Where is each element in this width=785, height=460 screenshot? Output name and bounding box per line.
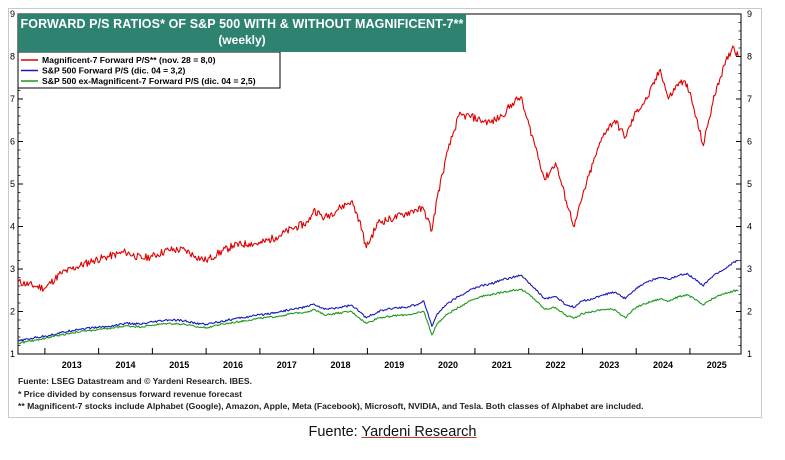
x-tick-label: 2022 (546, 360, 566, 370)
x-tick-label: 2024 (653, 360, 673, 370)
legend-label-3: S&P 500 ex-Magnificent-7 Forward P/S (di… (42, 76, 256, 86)
y-tick-label-left: 4 (10, 222, 15, 232)
legend-label-2: S&P 500 Forward P/S (dic. 04 = 3,2) (42, 66, 186, 76)
y-tick-label-left: 8 (10, 52, 15, 62)
chart-title-box: FORWARD P/S RATIOS* OF S&P 500 WITH & WI… (18, 14, 466, 52)
y-tick-label-left: 5 (10, 179, 15, 189)
note-source: Fuente: LSEG Datastream and © Yardeni Re… (18, 376, 252, 386)
x-tick-label: 2014 (115, 360, 135, 370)
y-tick-label-left: 3 (10, 264, 15, 274)
series-line-3 (18, 288, 739, 345)
chart-subtitle: (weekly) (218, 33, 266, 47)
note-definition: * Price divided by consensus forward rev… (18, 388, 242, 399)
x-tick-label: 2021 (492, 360, 512, 370)
series-line-1 (17, 45, 739, 292)
y-tick-label-left: 2 (10, 307, 15, 317)
y-tick-label-right: 7 (747, 94, 752, 104)
y-tick-label-left: 9 (10, 9, 15, 19)
x-tick-label: 2025 (707, 360, 727, 370)
legend-label-1: Magnificent-7 Forward P/S** (nov. 28 = 8… (42, 55, 216, 65)
x-tick-label: 2013 (62, 360, 82, 370)
series-line-2 (17, 259, 739, 342)
source-caption: Fuente: Yardeni Research (0, 424, 785, 440)
x-tick-label: 2020 (438, 360, 458, 370)
x-tick-label: 2019 (384, 360, 404, 370)
y-tick-label-left: 1 (10, 349, 15, 359)
y-tick-label-right: 5 (747, 179, 752, 189)
y-tick-label-left: 6 (10, 137, 15, 147)
x-tick-label: 2018 (331, 360, 351, 370)
x-tick-label: 2017 (277, 360, 297, 370)
y-tick-label-right: 6 (747, 137, 752, 147)
y-tick-label-right: 1 (747, 349, 752, 359)
x-tick-label: 2015 (169, 360, 189, 370)
legend-box (17, 51, 281, 89)
y-tick-label-right: 2 (747, 307, 752, 317)
chart-notes: Fuente: LSEG Datastream and © Yardeni Re… (18, 375, 644, 413)
source-prefix: Fuente: (308, 424, 362, 440)
note-mag7: ** Magnificent-7 stocks include Alphabet… (18, 401, 644, 411)
chart-title: FORWARD P/S RATIOS* OF S&P 500 WITH & WI… (20, 17, 464, 31)
source-link[interactable]: Yardeni Research (361, 424, 477, 440)
y-tick-label-right: 9 (747, 9, 752, 19)
y-tick-label-right: 3 (747, 264, 752, 274)
x-tick-label: 2016 (223, 360, 243, 370)
y-tick-label-right: 8 (747, 52, 752, 62)
y-tick-label-left: 7 (10, 94, 15, 104)
x-tick-label: 2023 (599, 360, 619, 370)
y-tick-label-right: 4 (747, 222, 752, 232)
